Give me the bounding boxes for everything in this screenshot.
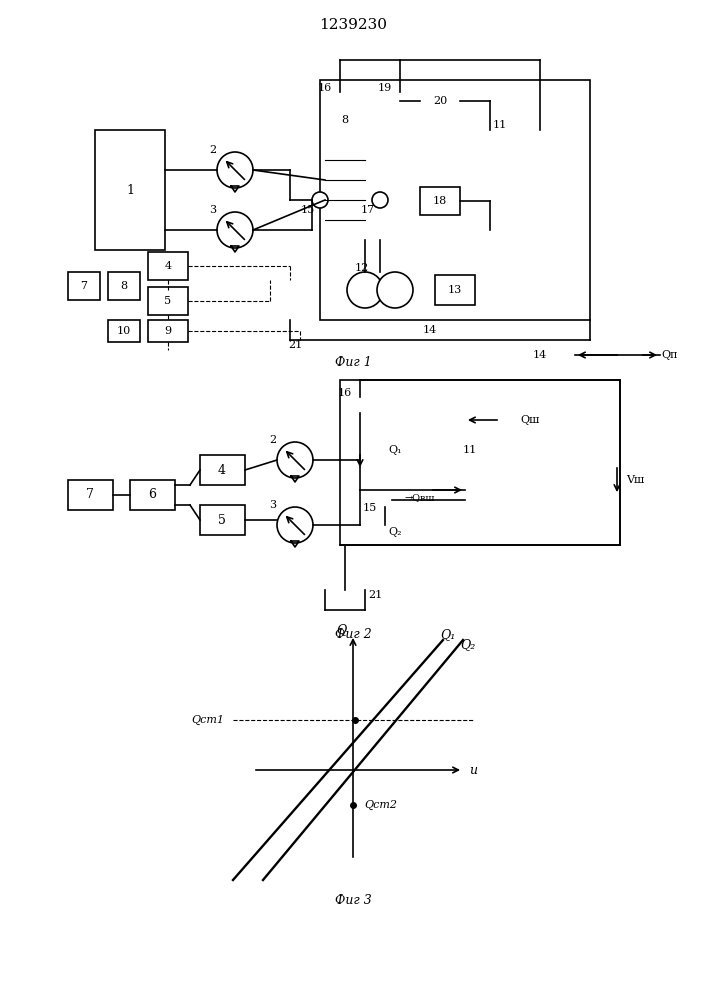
Text: 9: 9 [165,326,172,336]
Text: 10: 10 [117,326,131,336]
Text: 5: 5 [165,296,172,306]
Text: 21: 21 [288,340,302,350]
Text: 5: 5 [218,514,226,526]
Bar [68,480,113,510]
Circle shape [352,397,368,413]
Text: →Qвш: →Qвш [405,493,436,502]
Text: 1: 1 [126,184,134,196]
Circle shape [277,507,313,543]
Bar [200,455,245,485]
Text: 15: 15 [301,205,315,215]
Text: 11: 11 [463,445,477,455]
Bar [108,320,140,342]
Bar [95,130,165,250]
Text: и: и [469,764,477,776]
Circle shape [392,92,408,108]
Text: Vш: Vш [626,475,644,485]
Text: Q₁: Q₁ [440,629,455,642]
Text: Q: Q [336,624,346,637]
Text: Фиг 2: Фиг 2 [334,629,371,642]
Bar [490,130,545,230]
Bar [200,505,245,535]
Bar [325,120,365,240]
Text: 4: 4 [218,464,226,477]
Bar [148,252,188,280]
Text: 18: 18 [433,196,447,206]
Bar [420,87,460,115]
Circle shape [277,442,313,478]
Text: Фиг 3: Фиг 3 [334,894,371,906]
Bar [130,480,175,510]
Circle shape [377,272,413,308]
Text: 8: 8 [120,281,127,291]
Text: 21: 21 [368,590,382,600]
Text: 3: 3 [209,205,216,215]
Text: 7: 7 [86,488,94,502]
Text: 16: 16 [318,83,332,93]
Circle shape [312,192,328,208]
Text: 15: 15 [363,503,377,513]
Bar [68,272,100,300]
Text: Qcm1: Qcm1 [192,715,225,725]
Text: 14: 14 [533,350,547,360]
Circle shape [217,152,253,188]
Bar [510,110,528,250]
Text: 2: 2 [209,145,216,155]
Circle shape [378,493,392,507]
Text: 12: 12 [355,263,369,273]
Bar [148,287,188,315]
Text: 13: 13 [448,285,462,295]
Bar [340,380,620,545]
Text: Qcm2: Qcm2 [365,800,397,810]
Text: 3: 3 [269,500,276,510]
Text: 16: 16 [338,388,352,398]
Bar [435,275,475,305]
Text: 1239230: 1239230 [319,18,387,32]
Bar [465,420,515,500]
Circle shape [347,272,383,308]
Text: Q₂: Q₂ [388,527,402,537]
Circle shape [332,92,348,108]
Text: Q₁: Q₁ [388,445,402,455]
Text: Фиг 1: Фиг 1 [334,356,371,368]
Text: 8: 8 [341,115,349,125]
Circle shape [217,212,253,248]
Text: 2: 2 [269,435,276,445]
Text: 11: 11 [493,120,507,130]
Circle shape [372,192,388,208]
Text: 14: 14 [423,325,437,335]
Text: 7: 7 [81,281,88,291]
Bar [148,320,188,342]
Text: 17: 17 [361,205,375,215]
Bar [420,187,460,215]
Bar [108,272,140,300]
Text: 6: 6 [148,488,156,502]
Text: 20: 20 [433,96,447,106]
Text: 19: 19 [378,83,392,93]
Text: 4: 4 [165,261,172,271]
Text: Qп: Qп [662,350,678,360]
Bar [320,80,590,320]
Bar [480,400,498,520]
Text: Qш: Qш [520,415,539,425]
Text: Q₂: Q₂ [460,639,476,652]
